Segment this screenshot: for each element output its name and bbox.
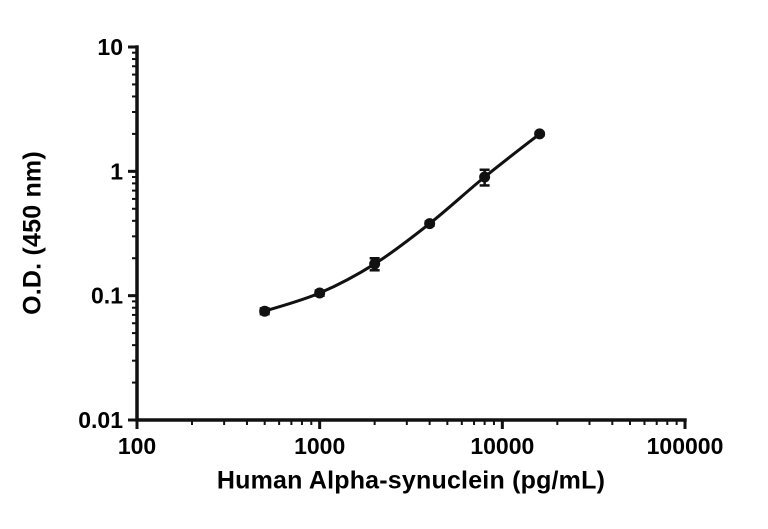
data-point-marker bbox=[424, 218, 436, 230]
axis-spines bbox=[135, 45, 687, 422]
x-tick-label: 10000 bbox=[470, 433, 534, 459]
y-tick-label: 0.01 bbox=[78, 407, 123, 433]
data-point-marker bbox=[369, 258, 381, 270]
x-axis-title: Human Alpha-synuclein (pg/mL) bbox=[216, 466, 606, 495]
data-point-marker bbox=[479, 171, 491, 183]
y-tick-label: 10 bbox=[97, 34, 123, 60]
data-point-marker bbox=[259, 305, 271, 317]
x-tick-label: 1000 bbox=[294, 433, 345, 459]
data-point-marker bbox=[314, 287, 326, 299]
y-axis-title: O.D. (450 nm) bbox=[18, 151, 47, 315]
series-line bbox=[264, 132, 541, 313]
data-point-marker bbox=[534, 128, 546, 140]
x-tick-label: 100000 bbox=[647, 433, 724, 459]
y-tick-label: 0.1 bbox=[91, 283, 123, 309]
y-tick-label: 1 bbox=[110, 158, 123, 184]
x-tick-label: 100 bbox=[118, 433, 156, 459]
